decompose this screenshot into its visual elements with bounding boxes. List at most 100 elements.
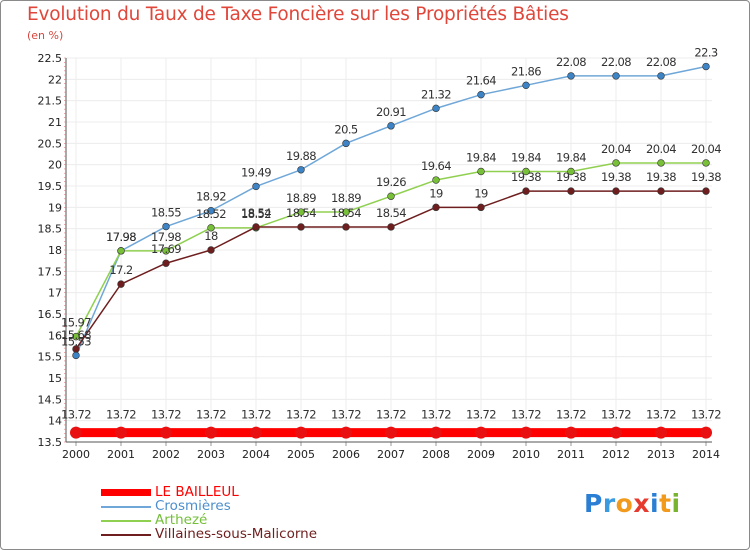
data-label: 19.88 (286, 149, 316, 163)
data-point (565, 426, 577, 439)
x-tick-label: 2005 (287, 448, 315, 461)
data-label: 18 (204, 229, 218, 243)
data-label: 18.55 (151, 206, 181, 220)
data-point (252, 182, 260, 191)
data-point (432, 104, 440, 113)
logo-letter: i (671, 489, 681, 518)
data-point (432, 203, 440, 212)
data-point (702, 159, 710, 167)
data-label: 13.72 (286, 408, 316, 422)
data-label: 15.53 (61, 334, 91, 348)
legend-swatch (101, 489, 151, 496)
data-label: 19.26 (376, 175, 406, 189)
data-point (117, 280, 125, 288)
y-tick-label: 15 (48, 372, 62, 385)
data-point (297, 208, 305, 216)
logo-letter: t (659, 489, 672, 518)
data-point (612, 72, 620, 80)
data-label: 22.3 (694, 46, 717, 60)
data-label: 20.5 (334, 122, 357, 136)
y-tick-label: 14.5 (38, 393, 63, 406)
legend-label: Villaines-sous-Malicorne (155, 526, 318, 542)
y-tick-label: 15.5 (38, 351, 63, 364)
data-point (567, 187, 575, 195)
y-tick-label: 20.5 (38, 137, 63, 150)
data-point (340, 426, 352, 439)
y-tick-label: 16 (48, 329, 62, 342)
data-label: 19.84 (466, 150, 496, 164)
data-point (72, 345, 80, 353)
data-label: 19 (429, 186, 443, 200)
data-point (477, 203, 485, 212)
data-point (702, 62, 710, 71)
data-label: 17.98 (106, 230, 136, 244)
data-point (162, 222, 170, 231)
y-tick-label: 16.5 (38, 308, 63, 321)
data-label: 18.92 (196, 190, 226, 204)
data-label: 18.54 (286, 206, 316, 220)
chart-title: Evolution du Taux de Taxe Foncière sur l… (27, 4, 569, 25)
y-tick-label: 20 (48, 159, 62, 172)
data-label: 19.84 (556, 150, 586, 164)
logo-letter: x (633, 489, 650, 518)
x-tick-label: 2008 (422, 448, 450, 461)
data-label: 18.52 (241, 207, 271, 221)
data-point (567, 167, 575, 176)
x-tick-label: 2004 (242, 448, 270, 461)
data-point (252, 223, 260, 231)
x-tick-label: 2001 (107, 448, 135, 461)
data-point (475, 426, 487, 439)
data-label: 21.64 (466, 74, 496, 88)
legend-label: Arthezé (155, 512, 208, 528)
data-point (702, 187, 710, 195)
legend-label: LE BAILLEUL (155, 484, 239, 500)
data-point (430, 426, 442, 439)
x-tick-label: 2010 (512, 448, 540, 461)
data-point (612, 159, 620, 167)
data-point (657, 72, 665, 80)
x-tick-label: 2003 (197, 448, 225, 461)
y-tick-label: 18 (48, 244, 62, 257)
data-label: 19.84 (511, 150, 541, 164)
data-point (297, 223, 305, 231)
y-tick-label: 13.5 (38, 436, 63, 449)
data-label: 22.08 (646, 55, 676, 69)
data-point (657, 159, 665, 167)
data-label: 20.04 (691, 142, 721, 156)
data-point (160, 426, 172, 439)
data-point (387, 223, 395, 231)
data-point (207, 207, 215, 215)
data-point (72, 351, 80, 360)
y-tick-label: 19 (48, 201, 62, 214)
data-label: 13.72 (421, 408, 451, 422)
legend-swatch (101, 506, 151, 508)
data-label: 13.72 (241, 408, 271, 422)
data-label: 18.89 (286, 191, 316, 205)
data-label: 19.49 (241, 165, 271, 179)
data-label: 13.72 (511, 408, 541, 422)
data-point (522, 81, 530, 90)
data-label: 19.38 (511, 170, 541, 184)
x-tick-label: 2011 (557, 448, 585, 461)
legend-swatch (101, 534, 151, 536)
data-label: 20.04 (601, 142, 631, 156)
data-label: 17.2 (109, 263, 132, 277)
data-point (522, 167, 530, 176)
data-point (522, 187, 530, 195)
logo-letter: o (615, 489, 634, 518)
legend-swatch (101, 520, 151, 522)
logo-letter: P (584, 489, 603, 518)
y-tick-label: 22 (48, 73, 62, 86)
data-label: 13.72 (61, 408, 91, 422)
proxiti-logo: Proxiti (584, 489, 681, 518)
data-label: 19.38 (646, 170, 676, 184)
data-label: 18.54 (241, 206, 271, 220)
data-label: 13.72 (331, 408, 361, 422)
data-label: 22.08 (601, 55, 631, 69)
data-point (477, 90, 485, 99)
data-label: 15.68 (61, 328, 91, 342)
data-label: 19 (474, 186, 488, 200)
data-label: 18.54 (376, 206, 406, 220)
